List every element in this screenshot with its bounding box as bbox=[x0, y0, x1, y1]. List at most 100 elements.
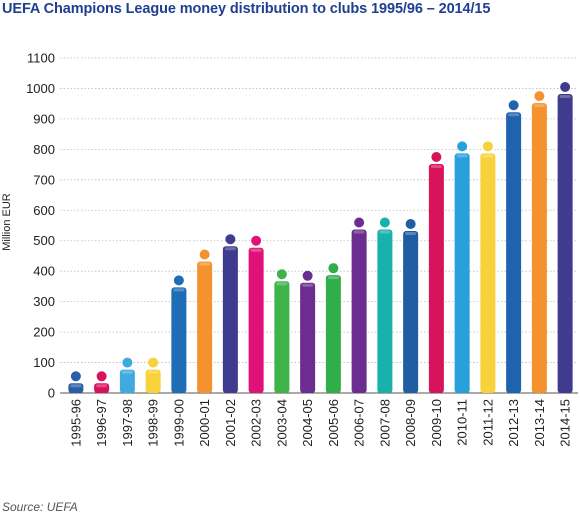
bar bbox=[197, 261, 213, 393]
bar-highlight bbox=[302, 283, 314, 287]
x-tick-label: 2003-04 bbox=[274, 399, 289, 447]
bar-2000-01 bbox=[197, 249, 213, 393]
bar bbox=[274, 281, 290, 393]
bar-head bbox=[354, 217, 365, 228]
bar-highlight bbox=[533, 104, 545, 108]
bar-head bbox=[199, 249, 210, 260]
bar-highlight bbox=[405, 232, 417, 236]
bar-head bbox=[508, 100, 519, 111]
y-tick-label: 0 bbox=[48, 386, 55, 401]
x-tick-label: 1999-00 bbox=[171, 399, 186, 447]
x-tick-label: 2007-08 bbox=[377, 399, 392, 447]
bar-2001-02 bbox=[222, 234, 238, 393]
bar-highlight bbox=[430, 165, 442, 169]
bar-2012-13 bbox=[506, 100, 522, 393]
bar bbox=[531, 103, 547, 393]
bar-head bbox=[302, 270, 313, 281]
y-tick-label: 1000 bbox=[26, 81, 55, 96]
x-tick-label: 2008-09 bbox=[403, 399, 418, 447]
y-tick-label: 400 bbox=[33, 264, 55, 279]
y-tick-label: 600 bbox=[33, 203, 55, 218]
bar bbox=[300, 282, 316, 393]
bars bbox=[68, 81, 573, 394]
bar-head bbox=[251, 235, 262, 246]
bar bbox=[145, 369, 161, 393]
bar-2002-03 bbox=[248, 235, 264, 393]
chart-source: Source: UEFA bbox=[2, 500, 78, 514]
bar-1995-96 bbox=[68, 371, 84, 393]
y-axis: 0 100 200 300 400 500 600 700 800 900 1000 1100 bbox=[26, 51, 55, 401]
y-tick-label: 100 bbox=[33, 355, 55, 370]
bar-highlight bbox=[96, 384, 108, 388]
bar-highlight bbox=[250, 248, 262, 252]
bar-head bbox=[70, 371, 81, 382]
bar-head bbox=[276, 269, 287, 280]
bar-head bbox=[431, 152, 442, 163]
bar bbox=[171, 287, 187, 393]
bar-highlight bbox=[559, 94, 571, 98]
x-tick-label: 2013-14 bbox=[532, 399, 547, 447]
bar-highlight bbox=[147, 370, 159, 374]
x-tick-label: 2010-11 bbox=[455, 399, 470, 446]
y-tick-label: 1100 bbox=[27, 51, 55, 66]
bar-head bbox=[482, 141, 493, 152]
bar-1999-00 bbox=[171, 275, 187, 393]
bar bbox=[94, 383, 110, 393]
x-tick-label: 2006-07 bbox=[352, 399, 367, 447]
bar-2005-06 bbox=[325, 263, 341, 393]
bar bbox=[454, 153, 470, 393]
x-tick-label: 2000-01 bbox=[197, 399, 212, 447]
bar bbox=[68, 383, 84, 393]
bar bbox=[222, 246, 238, 393]
bar-highlight bbox=[276, 282, 288, 286]
bar bbox=[403, 231, 419, 393]
x-tick-label: 1998-99 bbox=[146, 399, 161, 447]
y-tick-label: 300 bbox=[33, 294, 55, 309]
bar-head bbox=[96, 371, 107, 382]
bar-head bbox=[122, 357, 133, 368]
bar-head bbox=[328, 263, 339, 274]
chart-title: UEFA Champions League money distribution… bbox=[2, 1, 491, 17]
bar-highlight bbox=[173, 288, 185, 292]
bar-2014-15 bbox=[557, 81, 573, 394]
bar-1996-97 bbox=[94, 371, 110, 393]
y-tick-label: 900 bbox=[33, 111, 55, 126]
x-tick-label: 2002-03 bbox=[249, 399, 264, 447]
bar bbox=[325, 275, 341, 393]
bar-2009-10 bbox=[428, 152, 444, 393]
bar-head bbox=[457, 141, 468, 152]
bar-2011-12 bbox=[480, 141, 496, 393]
bar bbox=[506, 112, 522, 393]
bar bbox=[119, 369, 135, 393]
y-tick-label: 700 bbox=[33, 172, 55, 187]
bar-2007-08 bbox=[377, 217, 393, 393]
x-tick-label: 2009-10 bbox=[429, 399, 444, 447]
bar bbox=[480, 153, 496, 393]
bar-1998-99 bbox=[145, 357, 161, 393]
grid bbox=[60, 57, 578, 394]
x-tick-label: 1996-97 bbox=[94, 399, 109, 447]
bar-highlight bbox=[379, 230, 391, 234]
bar-2013-14 bbox=[531, 91, 547, 393]
x-tick-label: 1997-98 bbox=[120, 399, 135, 447]
y-tick-label: 800 bbox=[33, 142, 55, 157]
bar bbox=[351, 229, 367, 393]
x-tick-label: 2012-13 bbox=[506, 399, 521, 447]
bar bbox=[377, 229, 393, 393]
bar-head bbox=[560, 81, 571, 92]
x-tick-label: 2011-12 bbox=[480, 399, 495, 446]
y-tick-label: 200 bbox=[33, 325, 55, 340]
bar-highlight bbox=[224, 247, 236, 251]
bar-2003-04 bbox=[274, 269, 290, 393]
bar-head bbox=[405, 219, 416, 230]
bar-head bbox=[173, 275, 184, 286]
x-axis: 1995-96 1996-97 1997-98 1998-99 1999-00 2000-… bbox=[68, 399, 572, 447]
bar-head bbox=[225, 234, 236, 245]
bar-highlight bbox=[456, 154, 468, 158]
x-tick-label: 2001-02 bbox=[223, 399, 238, 447]
bar-highlight bbox=[508, 113, 520, 117]
bar-highlight bbox=[121, 370, 133, 374]
bar-highlight bbox=[482, 154, 494, 158]
bar-highlight bbox=[353, 230, 365, 234]
